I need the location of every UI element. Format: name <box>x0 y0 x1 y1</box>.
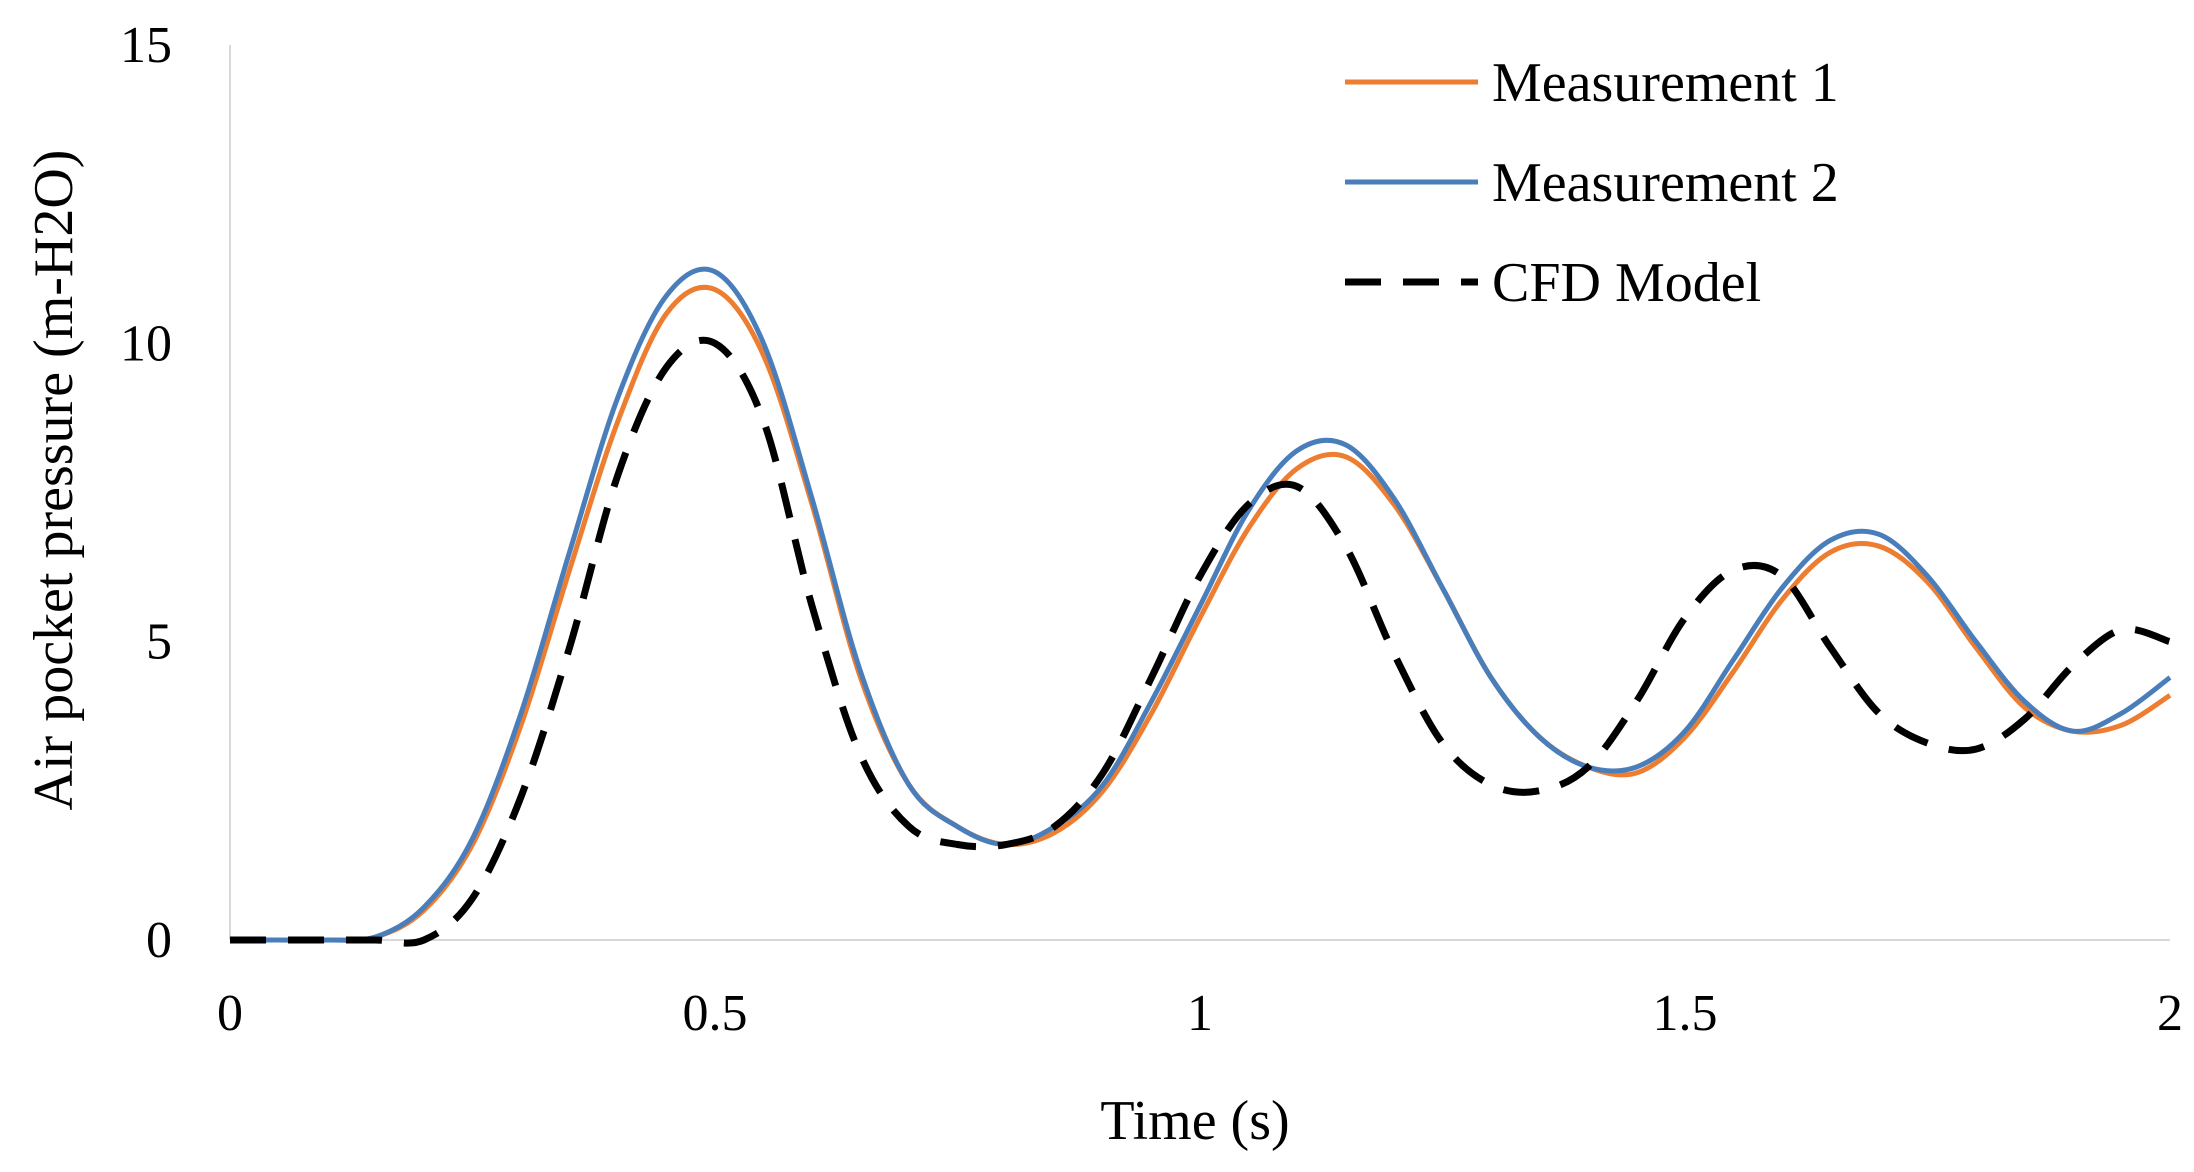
series-line-cfd-model <box>230 336 2172 947</box>
x-axis-title: Time (s) <box>1100 1090 1289 1152</box>
chart-axes: 0 5 10 15 0 0.5 1 1.5 2 <box>120 17 2183 1042</box>
y-axis-title: Air pocket pressure (m-H2O) <box>23 150 85 811</box>
y-tick-label: 15 <box>120 17 172 74</box>
x-tick-label: 0.5 <box>683 985 748 1042</box>
x-tick-label: 2 <box>2157 985 2183 1042</box>
chart-series <box>230 266 2172 947</box>
x-tick-label: 1 <box>1187 985 1213 1042</box>
series-line-measurement-1 <box>230 284 2172 943</box>
legend-label: CFD Model <box>1492 252 1761 314</box>
chart-legend: Measurement 1 Measurement 2 CFD Model <box>1345 52 1839 314</box>
x-tick-label: 1.5 <box>1653 985 1718 1042</box>
legend-label: Measurement 2 <box>1492 152 1839 214</box>
series-line-measurement-2 <box>230 266 2172 943</box>
x-tick-label: 0 <box>217 985 243 1042</box>
y-tick-label: 0 <box>146 912 172 969</box>
y-tick-label: 5 <box>146 614 172 671</box>
y-tick-label: 10 <box>120 315 172 372</box>
legend-label: Measurement 1 <box>1492 52 1839 114</box>
